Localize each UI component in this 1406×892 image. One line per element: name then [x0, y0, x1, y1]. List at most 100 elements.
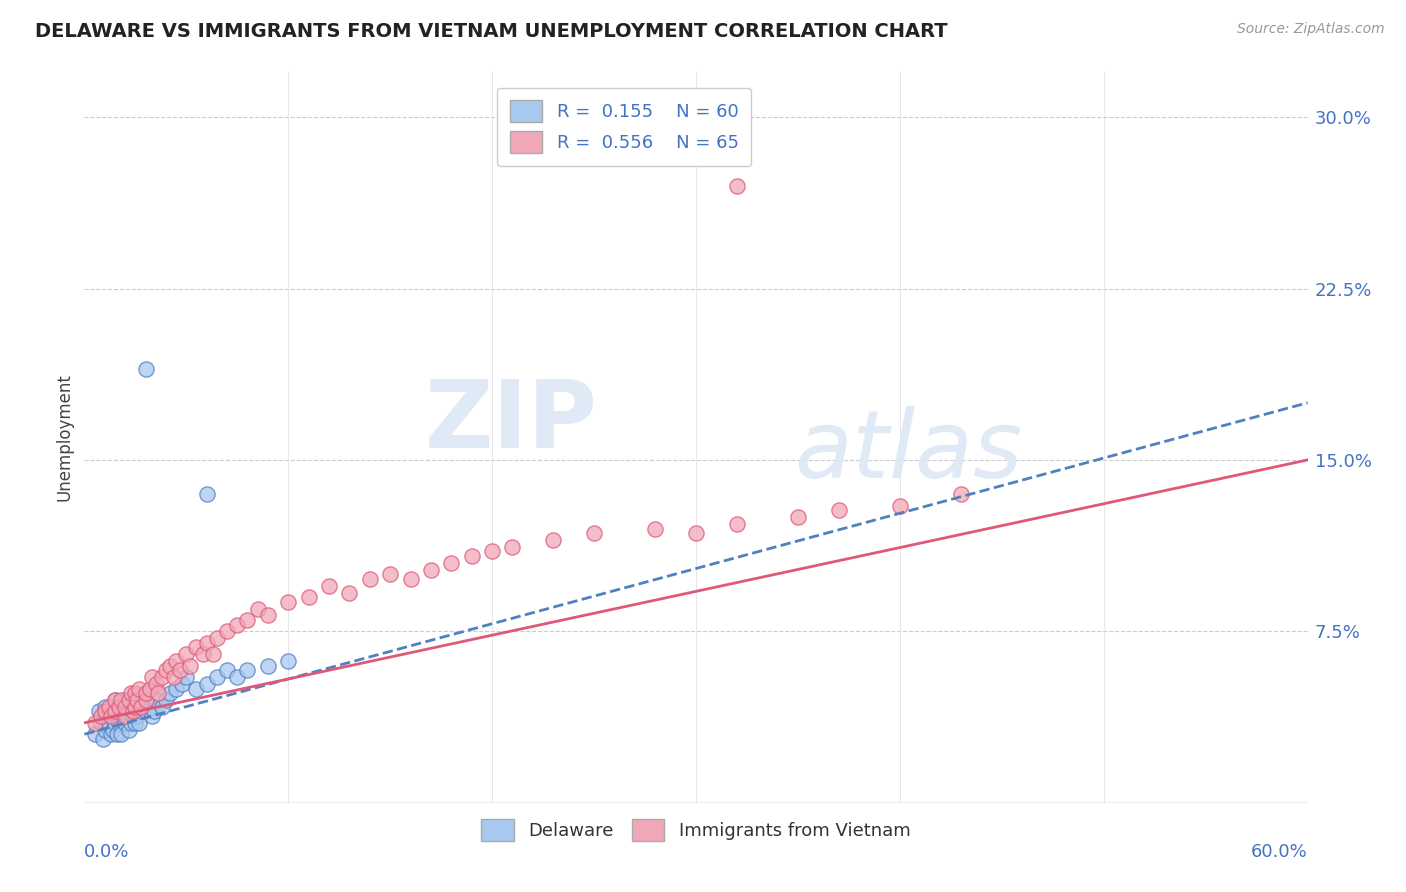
Point [115, 709, 138, 723]
Point [108, 699, 131, 714]
Point [725, 178, 748, 193]
Point [124, 699, 146, 714]
Point [145, 677, 167, 691]
Point [186, 681, 208, 696]
Point [141, 670, 163, 684]
Point [950, 487, 973, 501]
Point [226, 617, 249, 632]
Point [131, 705, 153, 719]
Legend: Delaware, Immigrants from Vietnam: Delaware, Immigrants from Vietnam [474, 812, 918, 848]
Point [174, 647, 197, 661]
Point [277, 654, 299, 668]
Point [87, 705, 110, 719]
Point [191, 647, 214, 661]
Point [124, 686, 146, 700]
Point [725, 516, 748, 531]
Point [120, 686, 142, 700]
Point [889, 499, 911, 513]
Point [93, 709, 115, 723]
Point [97, 715, 120, 730]
Point [124, 715, 146, 730]
Point [138, 681, 160, 696]
Text: 60.0%: 60.0% [1251, 843, 1308, 861]
Point [257, 658, 280, 673]
Point [114, 705, 136, 719]
Point [120, 705, 142, 719]
Point [420, 563, 443, 577]
Point [205, 632, 228, 646]
Point [110, 693, 132, 707]
Point [105, 709, 128, 723]
Point [112, 705, 135, 719]
Point [101, 723, 124, 737]
Point [127, 709, 149, 723]
Point [380, 567, 402, 582]
Point [135, 361, 157, 376]
Point [195, 677, 218, 691]
Point [110, 727, 132, 741]
Point [461, 549, 484, 563]
Point [122, 705, 145, 719]
Point [122, 709, 145, 723]
Point [174, 670, 197, 684]
Point [141, 709, 163, 723]
Point [97, 705, 120, 719]
Text: atlas: atlas [794, 406, 1022, 497]
Point [138, 699, 160, 714]
Point [169, 663, 191, 677]
Point [131, 699, 153, 714]
Point [108, 715, 131, 730]
Point [114, 709, 136, 723]
Point [142, 705, 165, 719]
Point [93, 699, 115, 714]
Point [186, 640, 208, 655]
Point [108, 699, 131, 714]
Point [828, 503, 851, 517]
Point [105, 727, 128, 741]
Point [124, 699, 146, 714]
Point [118, 723, 141, 737]
Point [100, 709, 122, 723]
Y-axis label: Unemployment: Unemployment [55, 373, 73, 501]
Point [128, 681, 150, 696]
Point [128, 715, 150, 730]
Point [298, 590, 321, 604]
Point [246, 601, 269, 615]
Point [787, 510, 810, 524]
Point [135, 686, 157, 700]
Point [118, 693, 141, 707]
Point [359, 572, 381, 586]
Text: ZIP: ZIP [425, 376, 598, 468]
Point [502, 540, 524, 554]
Point [124, 705, 146, 719]
Point [118, 699, 141, 714]
Point [318, 579, 340, 593]
Point [110, 709, 132, 723]
Point [90, 709, 112, 723]
Point [159, 658, 181, 673]
Point [100, 727, 122, 741]
Point [104, 715, 127, 730]
Point [172, 677, 194, 691]
Point [114, 699, 136, 714]
Point [277, 595, 299, 609]
Point [83, 715, 105, 730]
Point [93, 705, 115, 719]
Point [104, 693, 127, 707]
Point [90, 715, 112, 730]
Point [120, 715, 142, 730]
Text: Source: ZipAtlas.com: Source: ZipAtlas.com [1237, 22, 1385, 37]
Point [114, 693, 136, 707]
Point [155, 693, 177, 707]
Point [145, 693, 167, 707]
Point [583, 526, 606, 541]
Point [155, 663, 177, 677]
Point [201, 647, 224, 661]
Point [135, 705, 157, 719]
Point [195, 487, 218, 501]
Point [217, 624, 239, 639]
Point [150, 699, 173, 714]
Point [163, 670, 186, 684]
Point [135, 693, 157, 707]
Point [257, 608, 280, 623]
